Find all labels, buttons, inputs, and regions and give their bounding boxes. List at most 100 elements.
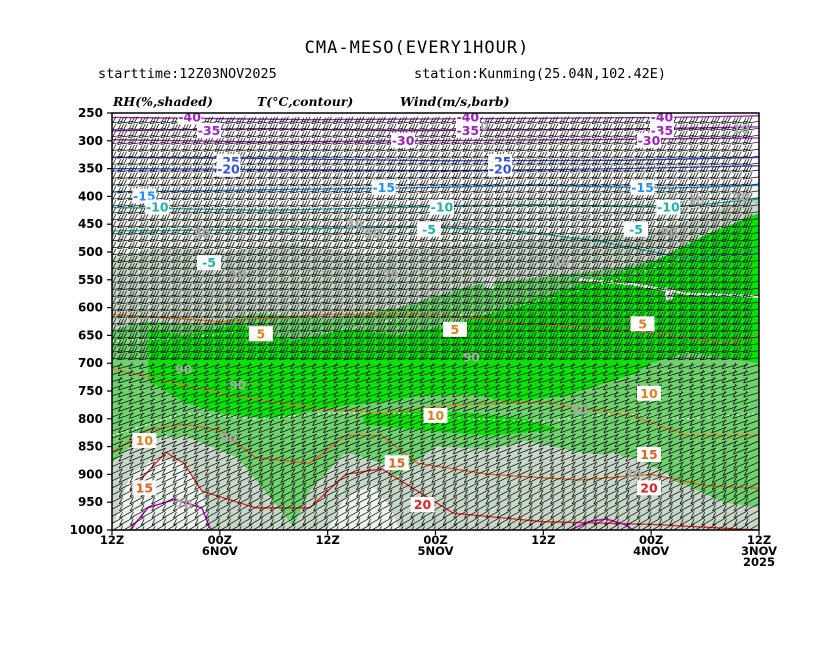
wind-barb [722,489,738,498]
wind-barb [742,151,759,159]
contour-label: -10 [431,200,454,215]
temperature-line [129,498,212,530]
y-tick-label: 350 [78,162,103,176]
wind-barb [732,290,749,298]
wind-barb [744,461,759,469]
rh-region [112,457,211,530]
contour-label: -30 [638,133,661,148]
rh-label: 70 [382,268,399,282]
wind-barb [721,345,738,354]
wind-barb [710,297,727,305]
wind-barb [710,352,727,361]
wind-barb [743,383,759,391]
wind-barb [711,468,727,476]
wind-barb [699,325,716,333]
wind-barb [732,116,749,124]
contour-label: -10 [657,200,680,215]
wind-barb [732,248,749,256]
wind-barb [742,290,759,298]
wind-barb [721,151,738,159]
wind-barb [732,179,749,187]
y-tick-label: 900 [78,467,103,481]
wind-barb [732,398,749,405]
wind-barb [742,248,759,256]
wind-barb [743,454,759,462]
wind-barb [711,447,727,455]
contour-label: 15 [388,455,405,470]
wind-barb [711,482,727,491]
wind-barb [721,144,738,152]
x-tick-label: 5NOV [418,544,454,558]
contour-label: -35 [198,123,221,138]
wind-barb [712,517,727,526]
wind-barb [701,489,717,498]
wind-barb [744,496,759,505]
wind-barb [711,398,727,405]
wind-barb [732,338,749,347]
wind-barb [723,517,738,526]
wind-barb [699,290,716,298]
wind-barb [732,376,749,384]
contour-label: 20 [640,480,658,495]
wind-barb [700,383,717,391]
wind-barb [699,234,716,243]
wind-barb [721,332,738,340]
wind-barb [732,255,749,263]
wind-barb [699,193,716,201]
wind-barb [711,461,727,469]
wind-barb [700,447,717,455]
wind-barb [699,276,716,284]
temperature-line [112,226,759,260]
wind-barb [732,123,749,131]
wind-barb [732,369,749,377]
wind-barb [744,503,759,512]
wind-barb [732,352,749,361]
wind-barb [721,398,738,405]
contour-label: 15 [640,447,657,462]
wind-barb [744,482,759,491]
wind-barb [710,311,727,319]
wind-barb [710,290,727,298]
wind-barb [710,116,727,124]
wind-barb [742,165,759,173]
rh-label: 90 [220,431,237,445]
x-tick-label: 12Z [531,533,555,547]
wind-barb [721,325,738,333]
wind-barb [710,376,727,384]
wind-barb [722,482,738,491]
wind-barb [732,144,749,152]
wind-barb [688,179,706,187]
wind-barb [710,345,727,354]
wind-barb [722,510,738,519]
rh-label: 90 [176,363,193,377]
wind-barb [699,338,716,347]
wind-barb [732,137,749,145]
contour-label: 10 [640,386,658,401]
rh-label: 50 [229,267,246,281]
wind-barb [721,165,738,173]
wind-barb [733,468,749,476]
wind-barb [742,332,759,340]
wind-barb [699,158,716,166]
wind-barb [732,283,749,291]
wind-barb [732,213,749,222]
contour-label: -15 [372,180,395,195]
wind-barb [732,332,749,340]
wind-barb [742,318,759,326]
wind-barb [710,369,727,377]
wind-barb [721,158,738,166]
wind-barb [732,297,749,305]
wind-barb [732,391,749,398]
wind-barb [742,352,759,361]
y-tick-label: 300 [78,134,103,148]
temperature-line [112,313,759,345]
wind-barb [733,454,749,462]
wind-barb [710,255,727,263]
wind-barb [742,234,759,243]
wind-barb [721,220,738,229]
wind-barb [711,475,727,483]
contour-label: 10 [136,433,154,448]
wind-barb [710,151,727,159]
wind-barb [743,369,759,377]
